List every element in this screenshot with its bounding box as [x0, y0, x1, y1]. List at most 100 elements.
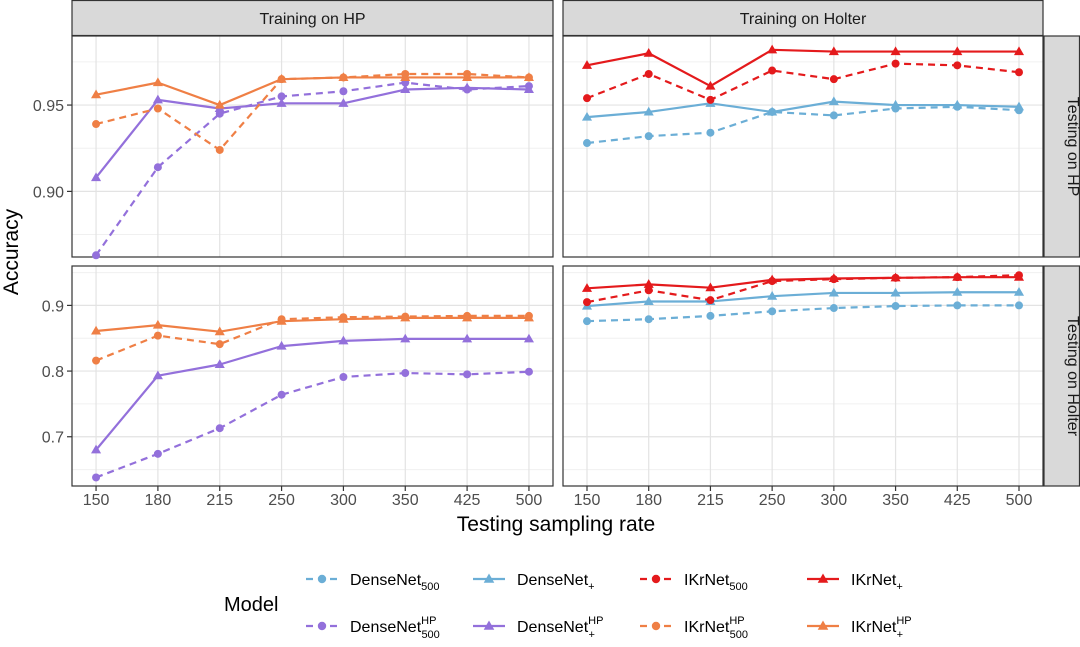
data-point	[890, 272, 901, 282]
panel-series-r1-c0	[91, 311, 534, 482]
panel-background	[563, 36, 1043, 257]
x-tick-label: 150	[83, 492, 110, 509]
series-ikplus	[581, 271, 1025, 292]
series-line	[586, 62, 1020, 101]
x-tick-label: 300	[821, 492, 848, 509]
x-tick-label: 180	[635, 492, 662, 509]
data-point	[152, 77, 163, 87]
data-point	[276, 98, 287, 107]
data-point	[644, 315, 653, 324]
series-dn500	[583, 301, 1023, 326]
data-point	[1013, 271, 1025, 281]
data-point	[581, 283, 593, 292]
legend-label: DenseNet+	[517, 572, 595, 593]
series-dnplus	[581, 287, 1025, 310]
data-point	[152, 94, 163, 104]
series-dnplus	[581, 96, 1025, 121]
x-tick-label: 150	[574, 492, 601, 509]
series-line	[586, 100, 1020, 119]
legend-label: DenseNetHP 500	[350, 615, 440, 641]
data-point	[523, 312, 534, 322]
data-point	[952, 46, 963, 56]
data-point	[524, 367, 533, 376]
data-point	[829, 111, 838, 120]
panel-background	[563, 266, 1043, 486]
panel-series-r0-c0	[91, 69, 534, 260]
data-point	[215, 340, 224, 349]
column-strip-label: Training on HP	[259, 11, 365, 28]
data-point	[463, 370, 472, 379]
data-point	[890, 287, 901, 297]
legend-item-dnplus: DenseNet+	[473, 572, 595, 593]
series-line	[95, 370, 529, 479]
data-point	[91, 444, 102, 454]
series-dnplushp	[91, 82, 534, 182]
data-point	[953, 301, 962, 310]
y-tick-label: 0.8	[42, 364, 64, 381]
x-tick-label: 250	[268, 492, 295, 509]
data-point	[92, 120, 101, 129]
panel-r0-c1	[562, 35, 1044, 258]
row-strip	[1043, 265, 1080, 487]
data-point	[705, 80, 716, 90]
column-strip	[71, 0, 554, 37]
data-point	[462, 333, 473, 343]
series-line	[95, 72, 530, 152]
data-point	[91, 172, 102, 182]
data-point	[583, 94, 591, 103]
data-point	[828, 46, 839, 56]
data-point	[828, 273, 839, 283]
data-point	[890, 99, 901, 109]
series-line	[586, 105, 1020, 145]
series-line	[95, 86, 529, 179]
panel-background	[72, 36, 553, 257]
series-line	[586, 304, 1019, 323]
legend-title: Model	[224, 594, 278, 616]
data-point	[817, 620, 829, 630]
data-point	[153, 449, 162, 458]
series-line	[586, 48, 1019, 88]
x-tick-label: 215	[697, 492, 724, 509]
legend-label: DenseNetHP +	[517, 615, 603, 641]
data-point	[317, 621, 327, 631]
data-point	[643, 279, 654, 288]
data-point	[400, 72, 411, 81]
data-point	[1015, 301, 1023, 310]
x-tick-label: 180	[145, 492, 172, 509]
x-tick-label: 215	[206, 492, 233, 509]
data-point	[643, 106, 654, 116]
data-point	[581, 60, 593, 69]
data-point	[214, 99, 225, 109]
data-point	[215, 145, 224, 154]
series-line	[95, 81, 530, 256]
data-point	[339, 87, 348, 96]
series-ikplushp	[91, 312, 534, 336]
data-point	[828, 287, 839, 297]
data-point	[1013, 287, 1025, 296]
data-point	[817, 573, 829, 583]
legend-label: IKrNetHP 500	[684, 615, 748, 641]
data-point	[153, 104, 162, 113]
panel-series-r0-c1	[581, 44, 1025, 148]
data-point	[523, 333, 534, 343]
data-point	[767, 274, 778, 284]
data-point	[400, 333, 411, 343]
data-point	[277, 92, 286, 101]
x-tick-label: 425	[454, 492, 481, 509]
panel-border	[71, 265, 554, 487]
row-strip	[1043, 35, 1080, 258]
data-point	[401, 369, 410, 378]
data-point	[768, 307, 777, 316]
data-point	[523, 84, 534, 94]
data-point	[400, 84, 411, 94]
series-line	[95, 76, 529, 107]
data-point	[705, 282, 716, 292]
legend-item-ikplus: IKrNet+	[807, 572, 903, 593]
x-axis-title: Testing sampling rate	[457, 513, 655, 536]
data-point	[643, 48, 654, 57]
data-point	[644, 286, 653, 295]
series-ik500	[583, 59, 1023, 104]
legend-label: DenseNet500	[350, 572, 440, 593]
series-ikplushp	[91, 72, 534, 109]
x-tick-label: 500	[516, 492, 543, 509]
